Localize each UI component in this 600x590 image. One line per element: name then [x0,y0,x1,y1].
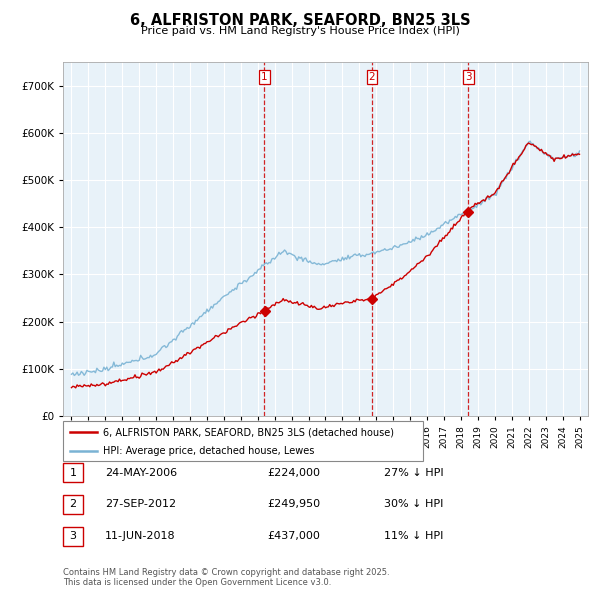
Text: 11-JUN-2018: 11-JUN-2018 [105,532,176,541]
Text: 3: 3 [465,72,472,82]
Text: 1: 1 [261,72,268,82]
Text: 2: 2 [368,72,375,82]
Text: £224,000: £224,000 [267,468,320,477]
Text: HPI: Average price, detached house, Lewes: HPI: Average price, detached house, Lewe… [103,446,314,456]
Text: £437,000: £437,000 [267,532,320,541]
Text: 11% ↓ HPI: 11% ↓ HPI [384,532,443,541]
Text: 2: 2 [70,500,76,509]
Text: 27-SEP-2012: 27-SEP-2012 [105,500,176,509]
Text: 30% ↓ HPI: 30% ↓ HPI [384,500,443,509]
Text: 6, ALFRISTON PARK, SEAFORD, BN25 3LS: 6, ALFRISTON PARK, SEAFORD, BN25 3LS [130,13,470,28]
Text: 3: 3 [70,532,76,541]
Text: 6, ALFRISTON PARK, SEAFORD, BN25 3LS (detached house): 6, ALFRISTON PARK, SEAFORD, BN25 3LS (de… [103,428,394,438]
Text: Contains HM Land Registry data © Crown copyright and database right 2025.
This d: Contains HM Land Registry data © Crown c… [63,568,389,587]
Text: 27% ↓ HPI: 27% ↓ HPI [384,468,443,477]
Text: 24-MAY-2006: 24-MAY-2006 [105,468,177,477]
Text: 1: 1 [70,468,76,477]
Text: Price paid vs. HM Land Registry's House Price Index (HPI): Price paid vs. HM Land Registry's House … [140,26,460,36]
Text: £249,950: £249,950 [267,500,320,509]
